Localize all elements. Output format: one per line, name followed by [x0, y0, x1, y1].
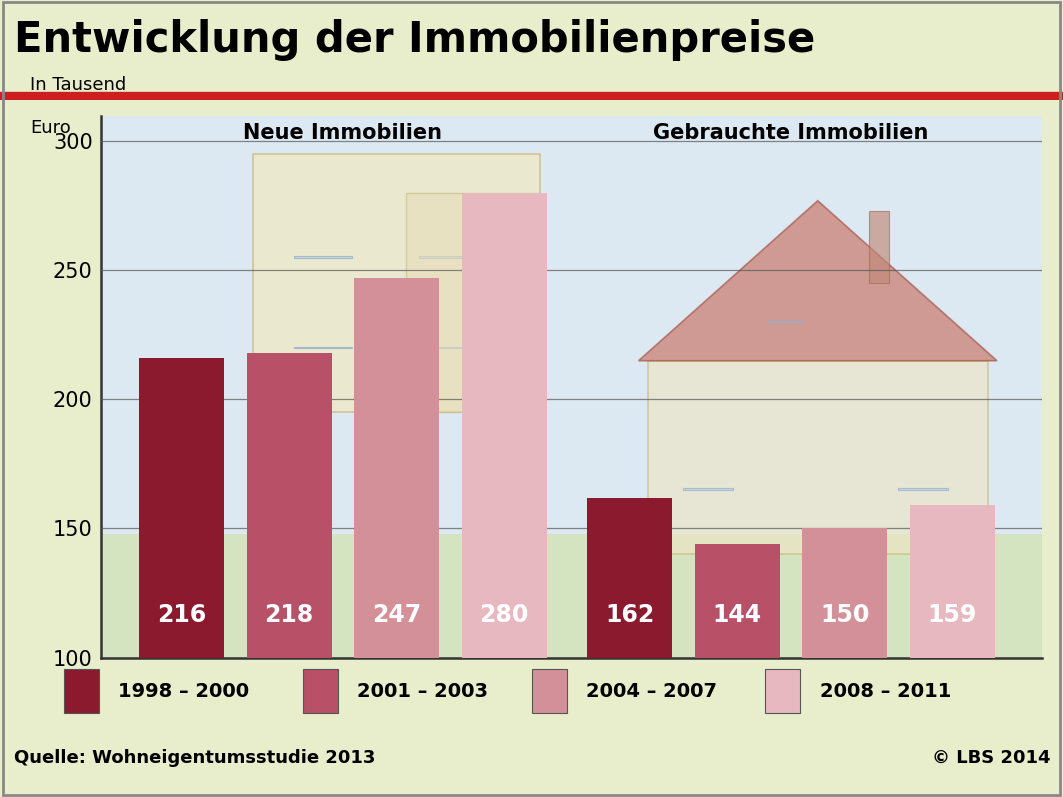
Bar	[766, 320, 803, 322]
Text: 280: 280	[479, 603, 529, 626]
Text: In Tausend: In Tausend	[31, 76, 126, 94]
FancyBboxPatch shape	[64, 669, 99, 713]
Bar	[684, 489, 732, 490]
Bar	[253, 155, 540, 412]
Bar	[898, 489, 948, 490]
Text: Euro: Euro	[31, 120, 71, 137]
Bar	[647, 361, 988, 554]
Text: 144: 144	[712, 603, 762, 626]
Text: 2001 – 2003: 2001 – 2003	[357, 682, 488, 701]
Text: © LBS 2014: © LBS 2014	[932, 748, 1050, 767]
Text: 216: 216	[157, 603, 206, 626]
Bar	[354, 278, 439, 658]
Bar	[910, 505, 995, 658]
Polygon shape	[639, 201, 997, 361]
Text: 162: 162	[605, 603, 654, 626]
Bar	[461, 193, 546, 658]
Text: 218: 218	[265, 603, 314, 626]
Bar	[406, 193, 540, 412]
Bar	[694, 544, 779, 658]
Bar	[868, 211, 889, 283]
Bar	[101, 534, 1042, 658]
FancyBboxPatch shape	[303, 669, 338, 713]
Text: 2004 – 2007: 2004 – 2007	[586, 682, 716, 701]
Text: 1998 – 2000: 1998 – 2000	[118, 682, 249, 701]
FancyBboxPatch shape	[532, 669, 567, 713]
Bar	[803, 528, 888, 658]
Text: 150: 150	[820, 603, 870, 626]
Bar	[247, 353, 332, 658]
Text: Entwicklung der Immobilienpreise: Entwicklung der Immobilienpreise	[14, 19, 815, 61]
Text: Neue Immobilien: Neue Immobilien	[243, 124, 442, 143]
Text: Quelle: Wohneigentumsstudie 2013: Quelle: Wohneigentumsstudie 2013	[14, 748, 375, 767]
Bar	[139, 358, 224, 658]
Text: 2008 – 2011: 2008 – 2011	[820, 682, 951, 701]
FancyBboxPatch shape	[765, 669, 800, 713]
Text: 159: 159	[927, 603, 977, 626]
Bar	[587, 497, 672, 658]
Text: 247: 247	[372, 603, 421, 626]
Text: Gebrauchte Immobilien: Gebrauchte Immobilien	[653, 124, 929, 143]
